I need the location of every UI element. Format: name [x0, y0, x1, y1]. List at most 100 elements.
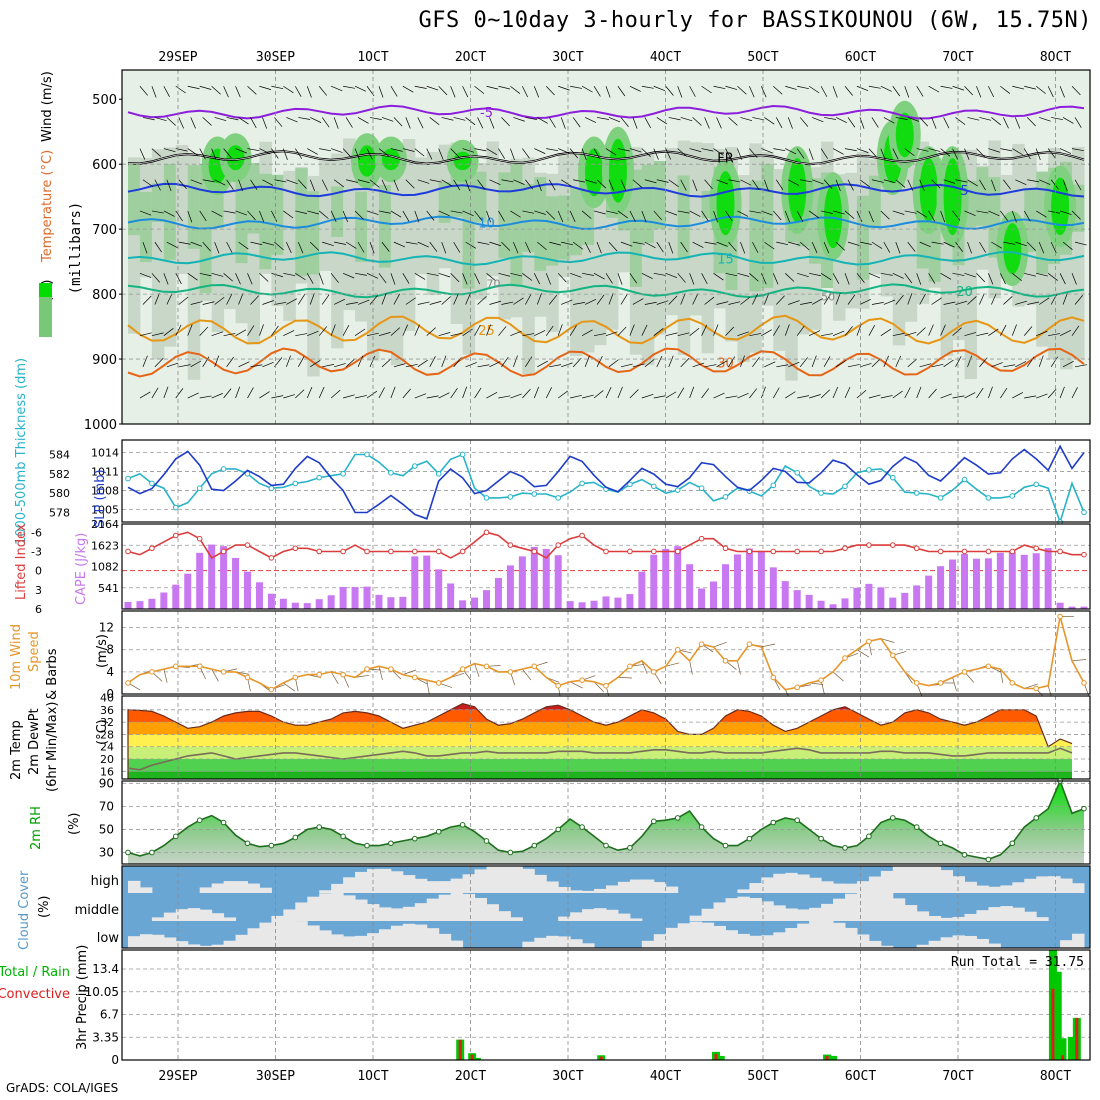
wind-speed-series-point — [244, 674, 251, 681]
cloud-clear — [952, 935, 965, 948]
wind-barb — [199, 85, 212, 90]
cape-bar — [136, 601, 144, 609]
wind-barb — [644, 359, 655, 368]
wind-barb — [740, 179, 752, 186]
precip-total-bar — [1058, 1038, 1067, 1060]
wind-barb — [450, 387, 458, 399]
wind-barb — [1059, 210, 1072, 215]
wind-barb — [561, 179, 572, 187]
wind-barb — [310, 359, 321, 368]
wind-barb — [847, 364, 860, 368]
wind-barb — [692, 117, 702, 126]
wind-barb — [331, 85, 343, 92]
precip-convective-label: Convective — [0, 987, 70, 1002]
wind-barb — [809, 272, 821, 277]
rh-series-point — [196, 817, 203, 823]
isotherm-line — [127, 251, 1085, 266]
wind-barb — [764, 293, 770, 305]
wind-barb — [653, 148, 659, 160]
wind-barb — [462, 86, 469, 98]
cloud-clear — [665, 927, 679, 948]
temp-tick-label: 36 — [100, 704, 114, 717]
wind-barb — [474, 210, 483, 221]
lifted-index-series-point — [412, 548, 418, 555]
wind-barb — [892, 390, 903, 399]
wind-barb — [223, 210, 236, 214]
cloud-clear — [856, 881, 870, 893]
cloud-clear — [546, 881, 559, 893]
wind-barb — [294, 86, 302, 97]
wind-barb — [832, 148, 844, 155]
wind-barb — [1074, 179, 1082, 191]
wind-barb — [797, 272, 809, 278]
rh-series-point — [603, 842, 609, 849]
wind-barb — [438, 272, 451, 278]
lifted-index-series-point — [388, 548, 394, 555]
wind-barb — [369, 242, 375, 254]
temp-tick-label: 24 — [100, 741, 114, 754]
wind-barb — [844, 326, 853, 336]
x-tick-label-top: 29SEP — [158, 50, 197, 65]
temp-axis-label-2: 2m DewPt — [27, 708, 42, 775]
wind-barb — [450, 148, 460, 158]
wind-barb — [259, 391, 270, 399]
wind-barb — [772, 387, 780, 399]
rh-fill-low — [151, 149, 165, 360]
wind-barb — [677, 273, 686, 283]
wind-barb — [545, 387, 552, 399]
wind-barb — [919, 179, 925, 191]
wind-barb — [390, 386, 396, 399]
thickness-series-point — [1009, 493, 1016, 499]
wind-speed-series-point — [961, 669, 968, 675]
wind-barb — [1038, 241, 1045, 254]
wind-axis-label-3: & Barbs — [45, 648, 60, 700]
cloud-clear — [199, 945, 213, 948]
cloud-clear — [1060, 940, 1073, 948]
cloud-clear — [510, 917, 523, 921]
rh-fill-core — [919, 158, 938, 223]
wind-speed-series-point — [794, 684, 801, 691]
cape-bar — [423, 555, 431, 609]
cloud-clear — [606, 885, 619, 893]
wind-barb — [235, 273, 241, 285]
wind-barb — [178, 296, 189, 305]
rh-fill-core — [358, 145, 376, 177]
wind-barb-10m — [856, 649, 870, 658]
cloud-clear — [665, 886, 679, 893]
cloud-clear — [378, 929, 392, 948]
wind-barb — [940, 273, 952, 280]
wind-barb — [271, 325, 279, 336]
thickness-series-point — [579, 480, 585, 487]
wind-barb — [558, 85, 570, 91]
wind-barb — [426, 210, 435, 221]
rh-series-point — [1033, 815, 1039, 821]
wind-barb — [1071, 210, 1081, 220]
wind-barb — [1036, 393, 1048, 399]
wind-barb — [154, 179, 161, 191]
wind-barb-10m — [211, 668, 219, 682]
wind-barb — [581, 210, 592, 219]
wind-barb — [689, 273, 695, 285]
wind-barb — [943, 117, 950, 129]
cape-bar — [996, 552, 1004, 609]
wind-barb — [689, 386, 695, 399]
rh-series-point — [316, 824, 323, 830]
wind-barb — [988, 273, 994, 285]
cloud-clear — [940, 917, 954, 921]
rh-fill-mid — [558, 195, 571, 260]
wind-barb — [462, 386, 468, 399]
wind-barb — [976, 273, 986, 283]
rh-legend-swatch-high — [39, 283, 52, 297]
cape-bar — [1056, 602, 1064, 609]
temp-tick-label: 40 — [100, 692, 114, 705]
wind-barb — [847, 117, 856, 128]
wind-barb — [545, 273, 551, 285]
wind-barb — [297, 356, 305, 368]
wind-barb — [1027, 241, 1036, 251]
x-tick-label-top: 8OCT — [1040, 50, 1071, 65]
rh-fill-low — [283, 170, 296, 321]
wind-barb — [306, 86, 312, 98]
cape-bar — [817, 600, 825, 609]
wind-barb — [737, 331, 749, 336]
wind-barb — [581, 148, 587, 160]
